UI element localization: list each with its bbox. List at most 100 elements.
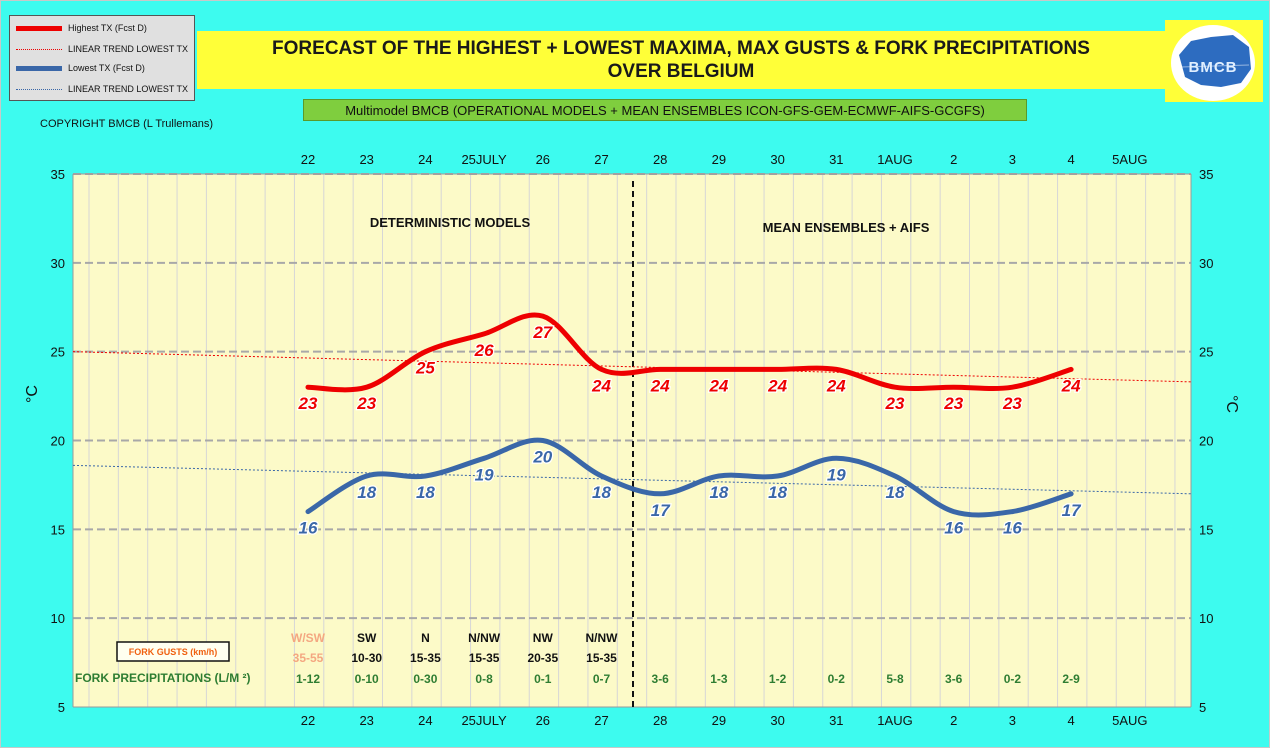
legend-label-lowest-trend: LINEAR TREND LOWEST TX <box>68 84 189 94</box>
precip-label: FORK PRECIPITATIONS (L/M ²) <box>75 671 251 685</box>
legend-label-highest-trend: LINEAR TREND LOWEST TX <box>68 44 189 54</box>
x-tick-label-top: 29 <box>712 152 726 167</box>
precip-value: 0-8 <box>475 672 493 686</box>
y-axis-label-left: °C <box>24 385 41 403</box>
precip-value: 0-2 <box>1004 672 1022 686</box>
x-tick-label-bottom: 23 <box>359 713 373 728</box>
x-tick-label-bottom: 4 <box>1067 713 1074 728</box>
data-label-lowest: 18 <box>592 483 611 502</box>
data-label-highest: 23 <box>885 394 905 413</box>
legend-item-lowest-trend: LINEAR TREND LOWEST TX <box>16 82 188 96</box>
x-tick-label-bottom: 24 <box>418 713 432 728</box>
precip-value: 0-1 <box>534 672 552 686</box>
data-label-lowest: 18 <box>886 483 905 502</box>
data-label-lowest: 16 <box>299 519 318 538</box>
x-tick-label-bottom: 25JULY <box>461 713 507 728</box>
precip-value: 1-12 <box>296 672 320 686</box>
x-tick-label-top: 22 <box>301 152 315 167</box>
x-tick-label-bottom: 29 <box>712 713 726 728</box>
y-tick-label-left: 15 <box>51 522 65 537</box>
copyright: COPYRIGHT BMCB (L Trullemans) <box>40 118 213 130</box>
x-tick-label-bottom: 1AUG <box>877 713 912 728</box>
y-axis-label-right: °C <box>1223 395 1240 413</box>
x-tick-label-top: 30 <box>770 152 784 167</box>
data-label-lowest: 18 <box>709 483 728 502</box>
section-label-ensembles: MEAN ENSEMBLES + AIFS <box>763 220 930 235</box>
data-label-lowest: 16 <box>1003 519 1022 538</box>
x-tick-label-top: 24 <box>418 152 432 167</box>
data-label-highest: 24 <box>826 376 846 395</box>
precip-value: 0-7 <box>593 672 611 686</box>
y-tick-label-right: 35 <box>1199 167 1213 182</box>
gust-direction: SW <box>357 631 377 645</box>
precip-value: 0-10 <box>355 672 379 686</box>
legend-swatch-lowest <box>16 65 62 71</box>
x-tick-label-top: 1AUG <box>877 152 912 167</box>
series-line-highest <box>305 312 1074 393</box>
data-label-lowest: 17 <box>1062 501 1082 520</box>
section-label-deterministic: DETERMINISTIC MODELS <box>370 215 531 230</box>
y-tick-label-left: 20 <box>51 434 65 449</box>
logo-map-icon <box>1179 35 1251 87</box>
data-label-lowest: 16 <box>944 519 963 538</box>
data-label-lowest: 18 <box>357 483 376 502</box>
y-tick-label-right: 25 <box>1199 345 1213 360</box>
legend-swatch-lowest-trend <box>16 88 62 90</box>
gust-range: 10-30 <box>351 651 382 665</box>
y-tick-label-right: 10 <box>1199 611 1213 626</box>
legend: Highest TX (Fcst D) LINEAR TREND LOWEST … <box>9 15 195 101</box>
title-line-1: FORECAST OF THE HIGHEST + LOWEST MAXIMA,… <box>272 38 1090 59</box>
data-label-lowest: 18 <box>416 483 435 502</box>
gusts-label-box: FORK GUSTS (km/h) <box>116 641 230 662</box>
gusts-row: W/SW 35-55 SW 10-30 N 15-35 N/NW 15-35 NW 20-35 N/… <box>291 631 618 665</box>
data-label-lowest: 19 <box>827 465 846 484</box>
bmcb-logo: BMCB <box>1165 20 1263 102</box>
data-label-highest: 24 <box>591 376 611 395</box>
data-label-highest: 26 <box>474 341 494 360</box>
trend-line-highest <box>72 351 1192 383</box>
chart-subtitle: Multimodel BMCB (OPERATIONAL MODELS + ME… <box>303 99 1027 121</box>
precip-value: 1-2 <box>769 672 787 686</box>
data-label-highest: 25 <box>415 359 435 378</box>
precip-value: 2-9 <box>1062 672 1080 686</box>
legend-item-highest: Highest TX (Fcst D) <box>16 21 147 35</box>
series-line-lowest <box>305 437 1074 518</box>
y-tick-label-left: 30 <box>51 256 65 271</box>
gust-range: 20-35 <box>527 651 558 665</box>
data-label-highest: 27 <box>532 323 553 342</box>
logo-text: BMCB <box>1188 59 1238 76</box>
gust-direction: N/NW <box>468 631 501 645</box>
x-tick-label-top: 28 <box>653 152 667 167</box>
y-tick-label-left: 10 <box>51 611 65 626</box>
x-tick-label-top: 27 <box>594 152 608 167</box>
precip-value: 5-8 <box>886 672 904 686</box>
data-label-highest: 23 <box>1002 394 1022 413</box>
x-tick-label-top: 4 <box>1067 152 1074 167</box>
legend-swatch-highest <box>16 25 62 31</box>
x-tick-label-top: 5AUG <box>1112 152 1147 167</box>
x-tick-label-top: 3 <box>1009 152 1016 167</box>
precip-value: 3-6 <box>945 672 963 686</box>
precip-value: 3-6 <box>652 672 670 686</box>
x-tick-label-bottom: 2 <box>950 713 957 728</box>
y-tick-label-right: 5 <box>1199 700 1206 715</box>
gust-direction: NW <box>533 631 554 645</box>
data-label-highest: 23 <box>943 394 963 413</box>
data-label-lowest: 20 <box>532 448 552 467</box>
x-tick-label-bottom: 22 <box>301 713 315 728</box>
precip-value: 0-2 <box>828 672 846 686</box>
title-line-2: OVER BELGIUM <box>607 61 755 82</box>
y-tick-label-right: 30 <box>1199 256 1213 271</box>
x-tick-label-top: 2 <box>950 152 957 167</box>
gust-range: 15-35 <box>410 651 441 665</box>
gust-direction: N/NW <box>586 631 619 645</box>
x-tick-label-bottom: 5AUG <box>1112 713 1147 728</box>
x-tick-label-top: 25JULY <box>461 152 507 167</box>
data-label-highest: 23 <box>356 394 376 413</box>
data-label-lowest: 19 <box>475 465 494 484</box>
gust-range: 15-35 <box>586 651 617 665</box>
data-label-highest: 24 <box>767 376 787 395</box>
data-labels-highest: 23 23 25 26 27 24 24 24 24 24 23 23 23 24 <box>296 322 1082 415</box>
x-tick-label-bottom: 26 <box>536 713 550 728</box>
